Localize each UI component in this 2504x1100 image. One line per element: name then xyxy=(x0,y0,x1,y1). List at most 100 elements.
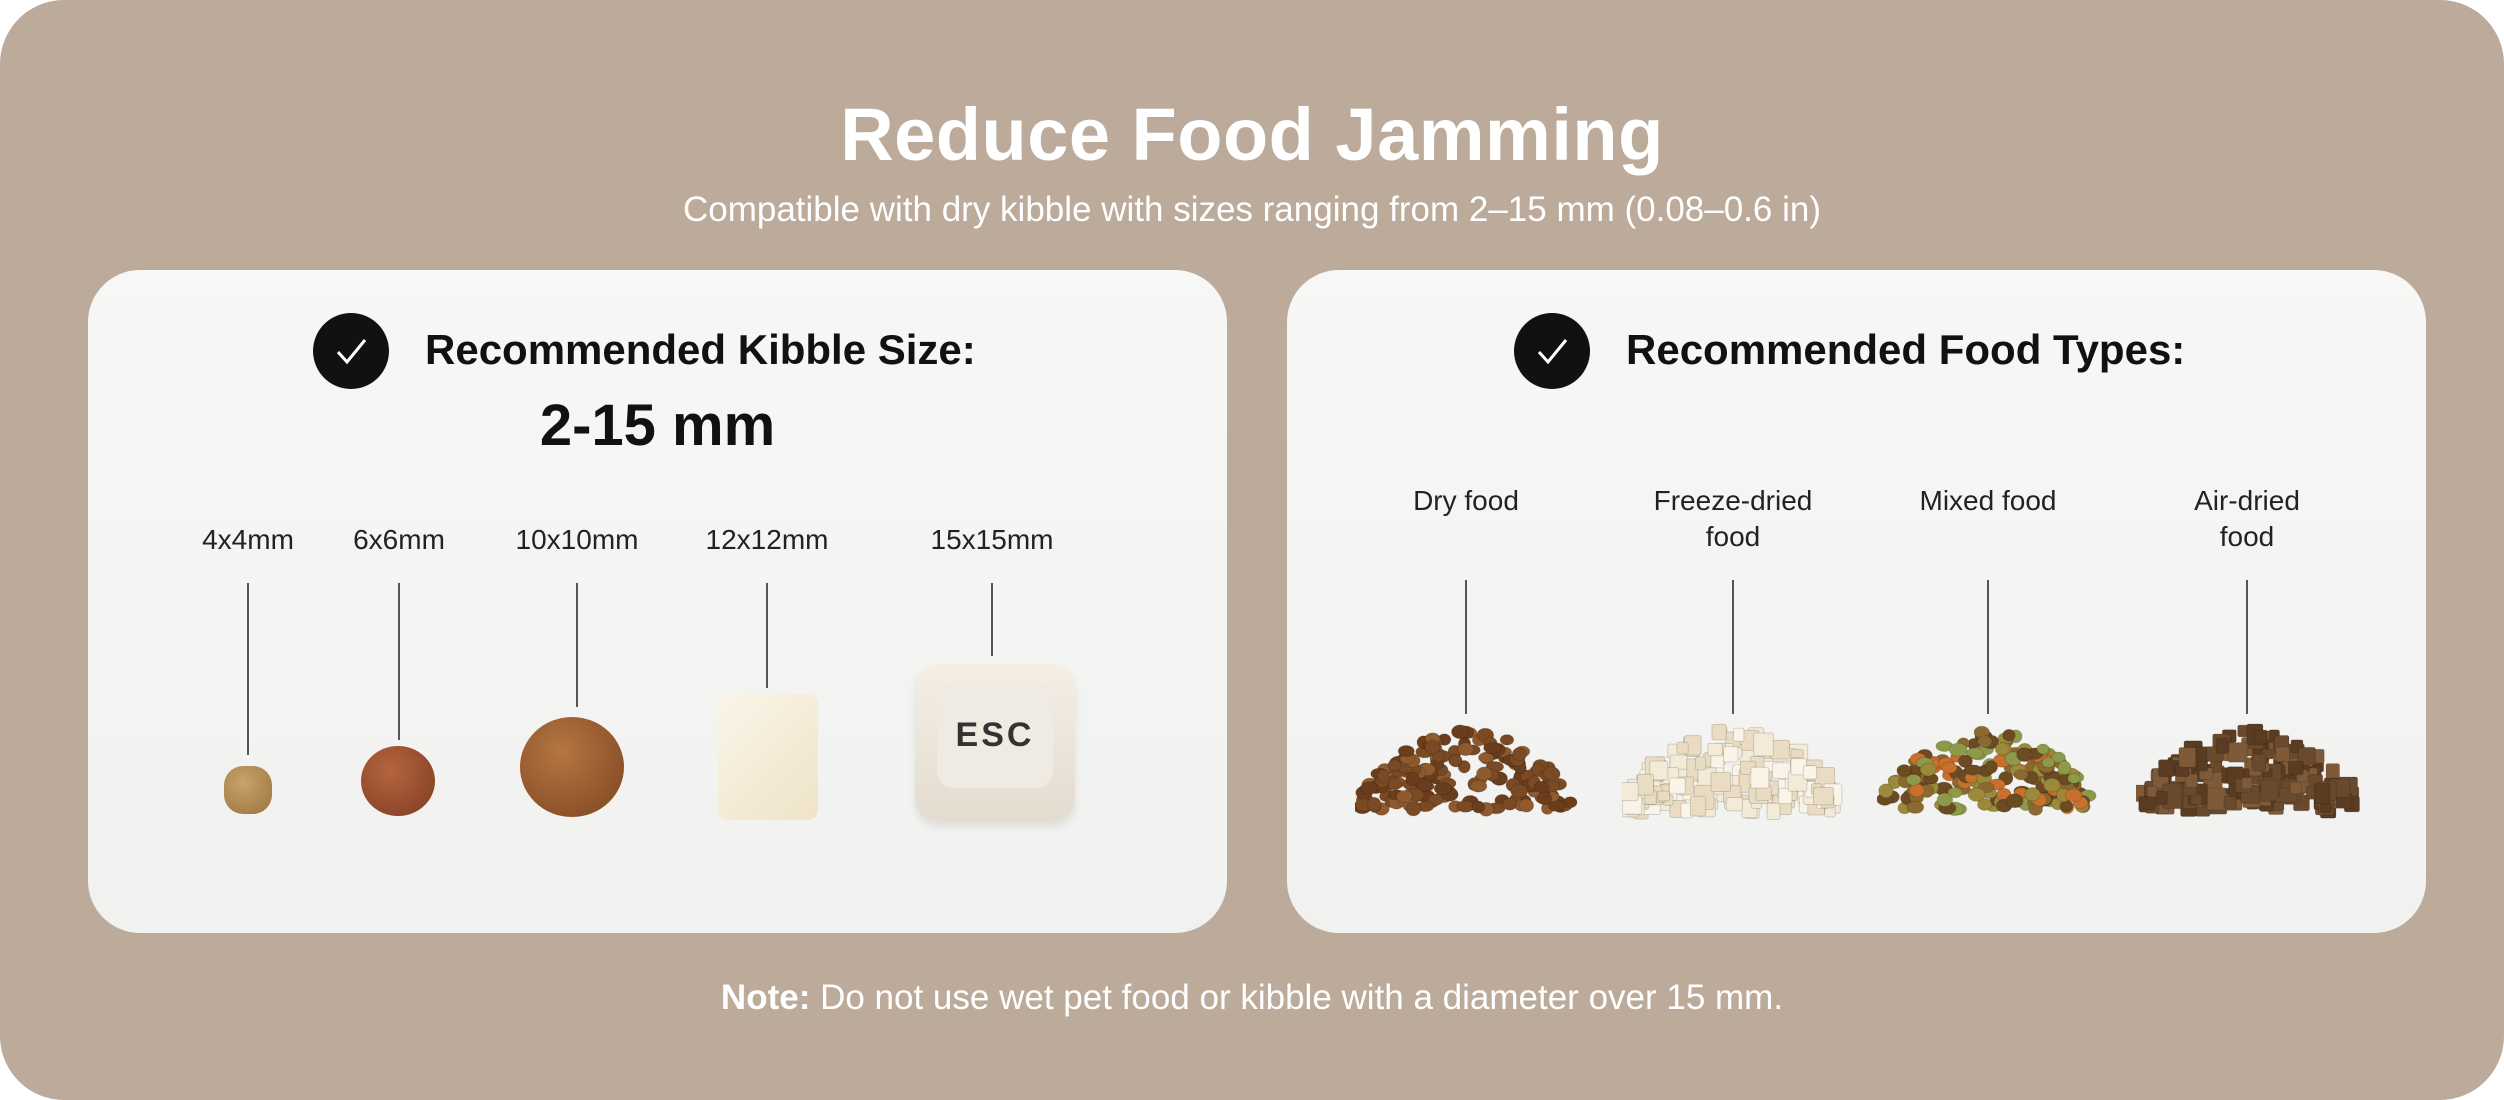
food-piece xyxy=(2013,769,2029,781)
food-piece xyxy=(1451,724,1470,740)
food-piece xyxy=(2241,776,2253,790)
food-piece xyxy=(2287,760,2304,775)
food-piece xyxy=(1947,787,1963,799)
food-piece xyxy=(1469,779,1488,793)
food-piece xyxy=(2289,781,2302,795)
pointer-line xyxy=(1987,580,1989,714)
food-piece xyxy=(1636,773,1654,796)
food-heading: Recommended Food Types: xyxy=(1626,326,2186,373)
food-piece xyxy=(1622,781,1639,802)
food-piece xyxy=(1963,764,1983,776)
food-piece xyxy=(1433,782,1453,796)
pointer-line xyxy=(247,583,249,755)
food-piece xyxy=(1366,796,1382,812)
food-piece xyxy=(1812,786,1834,806)
food-piece xyxy=(1750,766,1770,789)
mixed-food-pile-image xyxy=(1877,725,2097,817)
food-piece xyxy=(1977,735,1993,748)
dry-food-pile-image xyxy=(1355,724,1578,817)
food-piece xyxy=(1753,732,1774,757)
food-piece xyxy=(1878,783,1894,799)
food-piece xyxy=(2036,743,2050,755)
kibble-4mm-image xyxy=(224,766,272,814)
food-piece xyxy=(1967,787,1986,802)
food-piece xyxy=(2041,756,2056,769)
food-piece xyxy=(2313,782,2331,805)
food-piece xyxy=(2325,763,2340,780)
food-piece xyxy=(2043,777,2062,793)
food-piece xyxy=(1397,744,1415,758)
pointer-line xyxy=(398,583,400,740)
food-piece xyxy=(2138,796,2156,811)
food-piece xyxy=(2215,737,2230,754)
food-piece xyxy=(1387,759,1402,772)
food-piece xyxy=(1711,724,1727,741)
food-piece xyxy=(2016,747,2033,763)
pointer-line xyxy=(766,583,768,688)
check-icon xyxy=(313,313,389,389)
food-label-freeze-dried: Freeze-dried food xyxy=(1653,485,1813,552)
note-text: Note: Do not use wet pet food or kibble … xyxy=(720,978,1784,1017)
food-piece xyxy=(1424,739,1441,755)
size-label-6mm: 6x6mm xyxy=(353,524,445,555)
food-piece xyxy=(2050,751,2066,764)
food-piece xyxy=(1511,747,1528,762)
pointer-line xyxy=(2246,580,2248,714)
food-label-mixed: Mixed food xyxy=(1919,485,2057,516)
food-piece xyxy=(1689,795,1707,817)
food-piece xyxy=(2319,802,2332,813)
food-piece xyxy=(1710,771,1732,792)
page-subtitle: Compatible with dry kibble with sizes ra… xyxy=(682,190,1821,229)
food-piece xyxy=(1772,762,1791,780)
food-piece xyxy=(2064,788,2083,803)
food-label-air-dried: Air-dried food xyxy=(2194,485,2300,552)
food-piece xyxy=(1376,769,1391,784)
food-piece xyxy=(1676,741,1689,755)
food-piece xyxy=(1906,800,1925,814)
food-piece xyxy=(1965,747,1984,760)
food-piece xyxy=(1431,750,1446,763)
freeze-dried-cube-image xyxy=(718,694,818,820)
food-piece xyxy=(2227,742,2248,763)
kibble-10mm-image xyxy=(520,717,624,817)
pointer-line xyxy=(991,583,993,656)
food-piece xyxy=(1395,790,1413,803)
food-piece xyxy=(1533,781,1550,793)
food-piece xyxy=(1977,798,1993,811)
food-piece xyxy=(2260,779,2279,802)
size-label-10mm: 10x10mm xyxy=(515,524,639,555)
food-piece xyxy=(1502,797,1518,811)
food-piece xyxy=(1427,793,1444,806)
food-piece xyxy=(2184,773,2199,788)
food-piece xyxy=(1732,727,1745,742)
food-piece xyxy=(1537,791,1552,806)
food-piece xyxy=(1723,746,1739,763)
food-piece xyxy=(1359,781,1378,795)
kibble-range: 2-15 mm xyxy=(539,393,776,458)
food-piece xyxy=(1707,742,1723,757)
kibble-6mm-image xyxy=(361,746,435,816)
food-piece xyxy=(1563,796,1578,809)
size-label-12mm: 12x12mm xyxy=(705,524,829,555)
food-piece xyxy=(2206,787,2227,811)
food-piece xyxy=(1802,765,1818,780)
food-piece xyxy=(2057,760,2072,776)
food-piece xyxy=(1766,802,1781,820)
pointer-line xyxy=(576,583,578,707)
food-piece xyxy=(2253,729,2268,745)
food-piece xyxy=(1499,734,1515,746)
food-piece xyxy=(1896,764,1913,778)
food-piece xyxy=(1657,790,1671,802)
esc-keycap-image: ESC xyxy=(915,664,1075,821)
food-piece xyxy=(1649,760,1669,781)
food-piece xyxy=(2067,772,2081,784)
food-piece xyxy=(1725,796,1743,812)
pointer-line xyxy=(1465,580,1467,714)
food-piece xyxy=(1919,762,1937,777)
food-piece xyxy=(1483,742,1502,755)
food-piece xyxy=(1905,773,1922,786)
food-piece xyxy=(2275,746,2290,763)
food-piece xyxy=(2178,747,2197,768)
food-piece xyxy=(1940,761,1958,774)
